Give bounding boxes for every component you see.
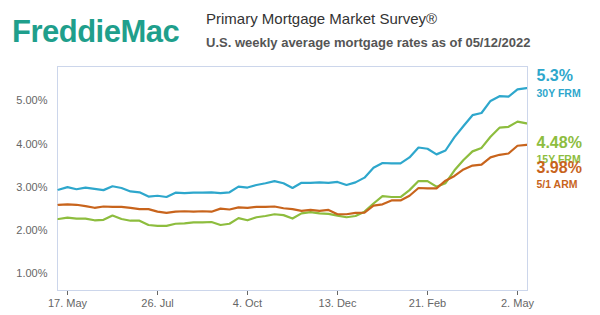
html-text:Primary Mortgage Market Survey: Primary Mortgage Market Survey®	[206, 10, 438, 27]
svg-text:5.00%: 5.00%	[16, 94, 47, 106]
svg-text:2.00%: 2.00%	[16, 224, 47, 236]
svg-text:5/1 ARM: 5/1 ARM	[537, 178, 578, 190]
svg-text:17. May: 17. May	[48, 297, 88, 309]
svg-text:4.48%: 4.48%	[537, 134, 582, 151]
svg-text:30Y FRM: 30Y FRM	[537, 87, 581, 99]
svg-text:1.00%: 1.00%	[16, 267, 47, 279]
svg-text:13. Dec: 13. Dec	[319, 297, 357, 309]
svg-text:2. May: 2. May	[501, 297, 535, 309]
html-text:U.S. weekly average mortgage r: U.S. weekly average mortgage rates as of…	[206, 35, 531, 50]
svg-text:26. Jul: 26. Jul	[141, 297, 173, 309]
svg-text:21. Feb: 21. Feb	[409, 297, 446, 309]
svg-text:5.3%: 5.3%	[537, 67, 573, 84]
svg-text:3.98%: 3.98%	[537, 159, 582, 176]
svg-text:4. Oct: 4. Oct	[233, 297, 262, 309]
svg-text:3.00%: 3.00%	[16, 181, 47, 193]
html-text:FreddieMac: FreddieMac	[12, 14, 180, 49]
svg-text:4.00%: 4.00%	[16, 138, 47, 150]
